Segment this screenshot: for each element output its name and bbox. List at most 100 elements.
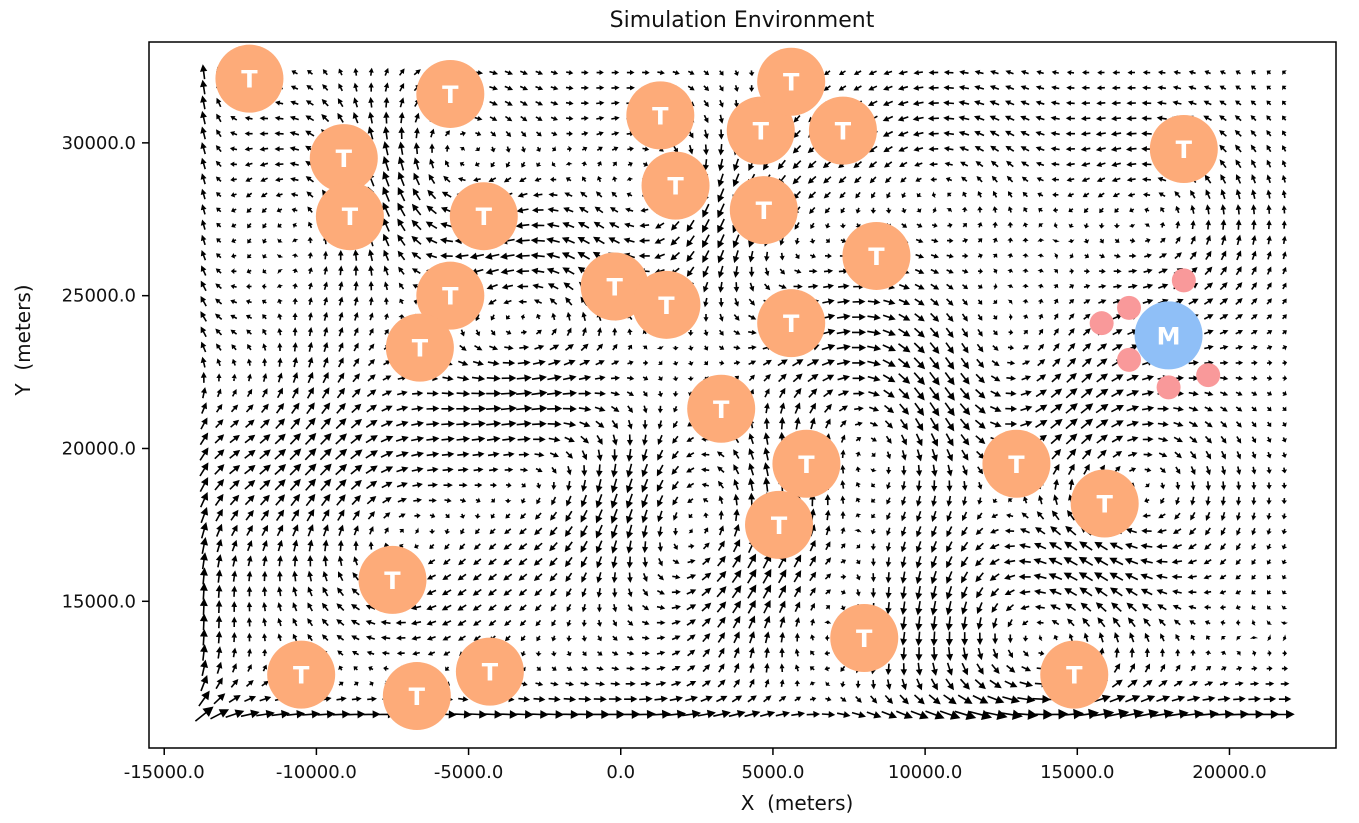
drone-marker-circle — [1089, 311, 1114, 336]
target-marker-label: T — [667, 173, 684, 201]
target-marker-circle — [449, 182, 518, 251]
y-axis-label: Y (meters) — [11, 284, 35, 396]
target-marker: T — [416, 261, 485, 330]
target-marker-label: T — [606, 274, 623, 302]
mothership-marker-label: M — [1157, 322, 1181, 350]
target-marker: T — [687, 374, 756, 443]
target-marker: T — [830, 603, 899, 672]
target-marker-circle — [267, 640, 336, 709]
target-marker-circle — [772, 429, 841, 498]
target-marker: T — [455, 637, 524, 706]
x-tick-label: 0.0 — [606, 762, 635, 783]
target-marker-label: T — [241, 66, 258, 94]
target-marker-circle — [455, 637, 524, 706]
target-marker-circle — [315, 182, 384, 251]
target-marker-circle — [580, 252, 649, 321]
target-marker-circle — [382, 662, 451, 731]
target-marker-label: T — [753, 118, 770, 146]
target-marker: T — [641, 151, 710, 220]
target-marker-circle — [385, 313, 454, 382]
target-marker: T — [416, 59, 485, 128]
target-marker-label: T — [1008, 451, 1025, 479]
x-tick-label: 10000.0 — [888, 762, 962, 783]
target-marker-label: T — [835, 118, 852, 146]
y-tick-label: 25000.0 — [62, 286, 136, 307]
mothership-marker-circle — [1134, 301, 1203, 370]
target-marker: T — [215, 44, 284, 113]
target-marker: T — [982, 429, 1051, 498]
target-marker-label: T — [856, 625, 873, 653]
target-marker: T — [632, 270, 701, 339]
target-marker: T — [1070, 469, 1139, 538]
target-marker-circle — [641, 151, 710, 220]
target-marker-label: T — [476, 203, 493, 231]
target-marker-circle — [416, 261, 485, 330]
plot-frame — [148, 41, 1337, 749]
target-marker-circle — [982, 429, 1051, 498]
target-marker-circle — [1040, 640, 1109, 709]
target-marker: T — [580, 252, 649, 321]
chart-title: Simulation Environment — [610, 8, 875, 33]
target-marker: T — [1149, 114, 1218, 183]
target-marker-label: T — [713, 396, 730, 424]
target-marker-label: T — [756, 197, 773, 225]
target-marker-label: T — [798, 451, 815, 479]
target-marker-label: T — [384, 567, 401, 595]
x-tick-label: 20000.0 — [1192, 762, 1266, 783]
target-marker-circle — [842, 221, 911, 290]
target-marker-circle — [808, 96, 877, 165]
x-tick-label: -15000.0 — [124, 762, 205, 783]
drone-marker-circle — [1156, 375, 1181, 400]
mothership-marker: M — [1134, 301, 1203, 370]
drone-marker — [1171, 268, 1196, 293]
target-marker-circle — [1149, 114, 1218, 183]
target-marker: T — [358, 545, 427, 614]
y-axis: 15000.0 20000.0 25000.0 30000.0 — [62, 133, 149, 612]
target-marker-circle — [215, 44, 284, 113]
drone-marker — [1089, 311, 1114, 336]
target-marker: T — [626, 81, 695, 150]
target-marker: T — [729, 176, 798, 245]
target-marker: T — [757, 289, 826, 358]
drone-marker-circle — [1117, 347, 1142, 372]
target-marker-label: T — [442, 283, 459, 311]
x-tick-label: 15000.0 — [1040, 762, 1114, 783]
target-marker-label: T — [293, 662, 310, 690]
y-tick-label: 15000.0 — [62, 591, 136, 612]
x-tick-label: 5000.0 — [741, 762, 804, 783]
target-marker: T — [745, 490, 814, 559]
target-marker-circle — [687, 374, 756, 443]
target-marker-circle — [726, 96, 795, 165]
target-marker: T — [842, 221, 911, 290]
target-marker-label: T — [412, 335, 429, 363]
target-marker-label: T — [482, 659, 499, 687]
target-marker-circle — [745, 490, 814, 559]
target-marker-circle — [626, 81, 695, 150]
y-tick-label: 20000.0 — [62, 438, 136, 459]
target-marker-label: T — [783, 310, 800, 338]
target-marker-circle — [1070, 469, 1139, 538]
drone-marker-circle — [1171, 268, 1196, 293]
target-marker: T — [382, 662, 451, 731]
target-marker-circle — [830, 603, 899, 672]
target-marker-circle — [729, 176, 798, 245]
drone-marker — [1196, 363, 1221, 388]
target-marker-label: T — [868, 243, 885, 271]
drone-marker — [1117, 295, 1142, 320]
drone-marker — [1156, 375, 1181, 400]
x-tick-label: -10000.0 — [276, 762, 357, 783]
target-marker: T — [757, 47, 826, 116]
target-marker: T — [1040, 640, 1109, 709]
target-marker-label: T — [342, 203, 359, 231]
target-marker-label: T — [658, 292, 675, 320]
target-marker-circle — [309, 124, 378, 193]
target-marker-label: T — [652, 102, 669, 130]
drone-marker — [1117, 347, 1142, 372]
target-marker-label: T — [1066, 662, 1083, 690]
target-marker-circle — [757, 47, 826, 116]
target-marker-label: T — [409, 683, 426, 711]
x-axis-label: X (meters) — [741, 791, 854, 815]
target-marker-circle — [632, 270, 701, 339]
target-marker: T — [808, 96, 877, 165]
